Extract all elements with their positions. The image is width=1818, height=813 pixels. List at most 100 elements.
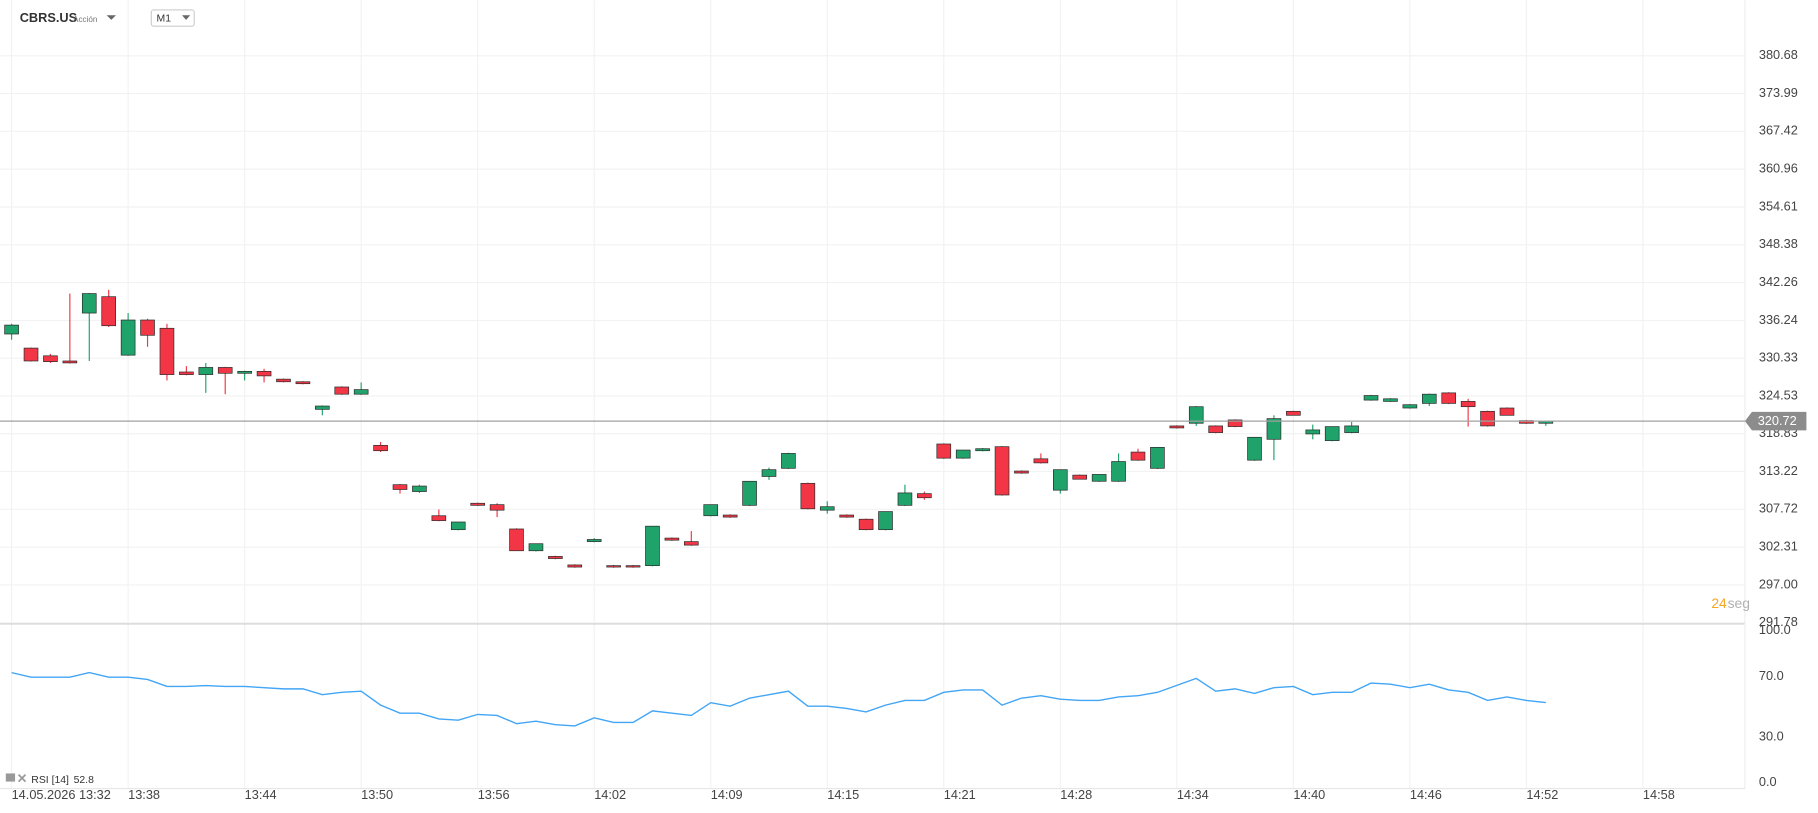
candle-body	[858, 518, 874, 531]
x-tick-label: 14:09	[711, 787, 743, 802]
candle-body	[1072, 474, 1088, 480]
candle-body	[1421, 393, 1437, 404]
x-tick-label: 14:15	[827, 787, 859, 802]
candle-body	[4, 324, 19, 335]
candle-body	[955, 449, 971, 459]
candle-body	[373, 444, 388, 452]
candle-body	[742, 480, 757, 506]
x-tick-label: 14.05.2026 13:32	[12, 787, 111, 802]
candle-body	[878, 511, 893, 531]
candle-body	[1053, 469, 1068, 491]
candle-body	[1130, 451, 1146, 461]
candle-body	[392, 484, 408, 490]
y-tick-label: 354.61	[1759, 198, 1798, 213]
y-tick-label: 342.26	[1759, 274, 1798, 289]
candle-body	[1402, 404, 1418, 409]
timeframe-box[interactable]	[150, 9, 195, 27]
candle-body	[548, 556, 563, 559]
x-tick-label: 14:52	[1526, 787, 1558, 802]
candle-body	[1441, 392, 1457, 404]
x-tick-label: 14:58	[1643, 787, 1675, 802]
candle-body	[936, 443, 952, 459]
candle-body	[179, 371, 194, 375]
x-tick-label: 14:40	[1293, 787, 1325, 802]
y-tick-label: 0.0	[1759, 774, 1777, 789]
x-tick-label: 13:50	[361, 787, 393, 802]
symbol[interactable]: CBRS.US	[20, 10, 77, 25]
labels: 380.68 373.99 367.42 360.96 354.61 348.38 342.…	[12, 47, 1807, 802]
candle-body	[1033, 458, 1049, 464]
y-tick-label: 367.42	[1759, 123, 1798, 138]
candle-body	[101, 296, 117, 327]
candle-body	[625, 565, 641, 568]
candle-body	[1014, 470, 1029, 474]
candle-body	[489, 504, 505, 511]
candle-body	[994, 446, 1010, 496]
candle-body	[606, 565, 621, 568]
candle-body	[295, 381, 311, 385]
symbol-dropdown[interactable]	[106, 15, 116, 20]
candle-body	[586, 539, 602, 542]
candle-body	[431, 515, 447, 521]
candle-body	[315, 405, 330, 410]
candle-body	[1480, 410, 1495, 427]
candle-body	[1286, 410, 1301, 416]
candle-body	[645, 525, 660, 566]
candle-body	[1150, 447, 1165, 469]
candle-body	[23, 347, 39, 362]
candle-body	[81, 293, 97, 314]
countdown-unit: seg	[1728, 595, 1750, 611]
candle-body	[839, 514, 854, 518]
timeframe[interactable]: M1	[157, 13, 172, 24]
y-tick-label: 30.0	[1759, 729, 1784, 744]
candle-body	[237, 370, 252, 374]
y-tick-label: 373.99	[1759, 85, 1798, 100]
candle-body	[1188, 406, 1204, 424]
rsi-line	[11, 671, 1546, 727]
x-tick-label: 13:56	[478, 787, 510, 802]
x-tick-label: 14:46	[1410, 787, 1442, 802]
instrument-kind: Acción	[73, 15, 97, 24]
candle-body	[1383, 398, 1398, 402]
candle-body	[140, 319, 155, 336]
indicator-icon[interactable]	[5, 773, 16, 782]
candle-body	[528, 543, 544, 552]
candle-body	[800, 482, 816, 510]
timeframe-dropdown[interactable]	[182, 15, 191, 20]
y-tick-label: 307.72	[1759, 501, 1798, 516]
candle-body	[819, 506, 835, 511]
candle-body	[975, 448, 990, 452]
rsi-value: 52.8	[74, 775, 94, 786]
y-tick-label: 360.96	[1759, 161, 1798, 176]
rsi-label: RSI [14]	[31, 775, 69, 786]
candle-body	[256, 370, 272, 377]
y-tick-label: 302.31	[1759, 539, 1798, 554]
candle-body	[470, 502, 485, 506]
candle-body	[684, 541, 699, 546]
candle-body	[761, 469, 777, 477]
candle-body	[917, 493, 932, 499]
y-tick-label: 324.53	[1759, 387, 1798, 402]
countdown-value: 24	[1711, 595, 1727, 611]
candle-body	[1305, 429, 1321, 435]
marks	[0, 289, 1745, 727]
x-tick-label: 13:44	[245, 787, 277, 802]
y-tick-label: 380.68	[1759, 47, 1798, 62]
candle-body	[217, 367, 233, 374]
candle-body	[1091, 474, 1107, 482]
y-tick-label: 100.0	[1759, 622, 1791, 637]
candle-body	[1499, 407, 1515, 416]
last-price-label: 320.72	[1758, 413, 1797, 428]
candle-body	[412, 485, 427, 492]
candle-body	[567, 564, 583, 568]
candle-body	[1227, 419, 1243, 427]
candle-body	[1247, 436, 1262, 461]
candle-body	[703, 504, 719, 517]
candle-body	[120, 319, 136, 356]
candle-body	[664, 537, 680, 541]
candle-body	[1363, 395, 1379, 401]
candle-body	[509, 528, 524, 552]
indicator-close[interactable]	[17, 774, 27, 783]
x-tick-label: 13:38	[128, 787, 160, 802]
